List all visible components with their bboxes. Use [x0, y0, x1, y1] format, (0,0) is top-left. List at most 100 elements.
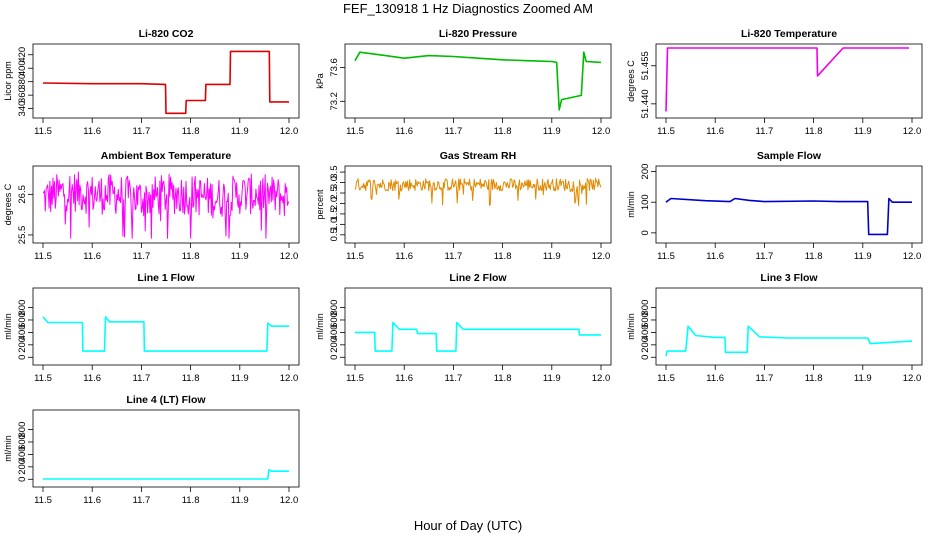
- x-tick-label: 11.9: [854, 251, 872, 262]
- y-tick-label: 800: [17, 300, 28, 316]
- x-tick-label: 11.7: [445, 251, 463, 262]
- x-tick-label: 12.0: [592, 126, 611, 137]
- series-line: [43, 469, 289, 480]
- x-tick-label: 11.8: [182, 373, 200, 384]
- panel-6: Sample Flow 11.5 11.6 11.7 11.8 11.9 12.0 0 100 2…: [626, 150, 923, 262]
- x-tick-label: 11.5: [34, 495, 52, 506]
- y-axis-label: ml/min: [3, 313, 13, 340]
- x-tick-label: 12.0: [903, 251, 922, 262]
- y-tick-label: 600: [329, 312, 340, 328]
- x-tick-label: 11.5: [657, 126, 675, 137]
- panel-1: Li-820 CO2 11.5 11.6 11.7 11.8 11.9 12.0 340360…: [3, 28, 300, 137]
- plot-frame: [344, 165, 612, 244]
- y-tick-label: 73.2: [329, 92, 340, 111]
- y-axis-label: degrees C: [3, 183, 13, 225]
- series-line: [355, 321, 601, 352]
- x-tick-label: 11.6: [706, 373, 724, 384]
- panel-title: Li-820 Temperature: [741, 28, 837, 40]
- x-tick-label: 11.5: [346, 126, 364, 137]
- panel-5: Gas Stream RH 11.5 11.6 11.7 11.8 11.9 12.0 0.5…: [315, 150, 612, 262]
- y-tick-label: 600: [17, 312, 28, 328]
- y-axis-label: Licor ppm: [3, 61, 13, 101]
- x-tick-label: 12.0: [592, 251, 611, 262]
- x-tick-label: 11.8: [182, 126, 200, 137]
- x-tick-label: 11.9: [854, 126, 872, 137]
- x-tick-label: 11.7: [445, 126, 463, 137]
- x-tick-label: 12.0: [280, 373, 299, 384]
- plot-frame: [655, 165, 923, 244]
- y-tick-label: 25.5: [17, 226, 28, 245]
- panel-10: Line 4 (LT) Flow 11.5 11.6 11.7 11.8 11.9 12.0…: [3, 394, 300, 506]
- series-line: [42, 50, 289, 115]
- plot-frame: [32, 409, 300, 488]
- y-tick-label: 100: [640, 194, 651, 210]
- x-tick-label: 12.0: [592, 373, 611, 384]
- x-tick-label: 11.9: [231, 251, 249, 262]
- y-tick-label: 200: [640, 164, 651, 180]
- y-tick-label: 3.0: [329, 176, 340, 189]
- y-tick-label: 1.5: [329, 207, 340, 220]
- plot-frame: [344, 43, 612, 119]
- panel-title: Line 4 (LT) Flow: [126, 394, 206, 406]
- y-tick-label: 200: [640, 337, 651, 353]
- x-tick-label: 11.6: [83, 251, 101, 262]
- y-axis-label: kPa: [315, 73, 325, 89]
- x-tick-label: 11.7: [756, 373, 774, 384]
- panel-title: Line 2 Flow: [449, 272, 507, 284]
- y-tick-label: 200: [17, 337, 28, 353]
- x-tick-label: 12.0: [280, 495, 299, 506]
- x-tick-label: 11.5: [346, 251, 364, 262]
- y-tick-label: 800: [329, 300, 340, 316]
- x-tick-label: 11.5: [346, 373, 364, 384]
- y-tick-label: 800: [640, 300, 651, 316]
- x-tick-label: 11.8: [182, 495, 200, 506]
- y-tick-label: 2.0: [329, 197, 340, 210]
- x-tick-label: 11.5: [34, 126, 52, 137]
- series-line: [665, 47, 909, 112]
- y-tick-label: 420: [17, 47, 28, 63]
- x-tick-label: 11.6: [395, 251, 413, 262]
- series-line: [665, 325, 913, 357]
- x-tick-label: 11.8: [494, 251, 512, 262]
- x-tick-label: 11.6: [706, 126, 724, 137]
- x-tick-label: 11.9: [854, 373, 872, 384]
- y-axis-label: ml/min: [315, 313, 325, 340]
- y-tick-label: 73.6: [329, 58, 340, 77]
- figure-title: FEF_130918 1 Hz Diagnostics Zoomed AM: [342, 1, 593, 16]
- x-tick-label: 11.9: [231, 495, 249, 506]
- panel-title: Li-820 CO2: [139, 28, 194, 40]
- x-tick-label: 11.8: [494, 373, 512, 384]
- x-tick-label: 11.9: [543, 251, 561, 262]
- y-tick-label: 200: [329, 337, 340, 353]
- x-tick-label: 11.8: [182, 251, 200, 262]
- series-line: [42, 171, 290, 239]
- y-tick-label: 400: [17, 446, 28, 462]
- y-tick-label: 1.0: [329, 218, 340, 231]
- y-tick-label: 400: [640, 324, 651, 340]
- x-tick-label: 11.6: [83, 126, 101, 137]
- x-tick-label: 11.5: [657, 251, 675, 262]
- plot-frame: [655, 287, 923, 366]
- y-tick-label: 51.455: [640, 51, 651, 80]
- y-tick-label: 2.5: [329, 186, 340, 199]
- series-line: [354, 51, 602, 111]
- y-tick-label: 340: [17, 101, 28, 117]
- y-tick-label: 0: [17, 355, 28, 360]
- series-line: [665, 197, 912, 236]
- x-tick-label: 11.8: [805, 251, 823, 262]
- y-axis-label: degrees C: [626, 60, 636, 102]
- panel-2: Li-820 Pressure 11.5 11.6 11.7 11.8 11.9 12.0 7…: [315, 28, 612, 137]
- plot-frame: [32, 287, 300, 366]
- y-tick-label: 3.5: [329, 165, 340, 178]
- panel-title: Line 3 Flow: [760, 272, 818, 284]
- x-tick-label: 11.5: [657, 373, 675, 384]
- y-tick-label: 360: [17, 87, 28, 103]
- panel-title: Li-820 Pressure: [439, 28, 517, 40]
- panel-title: Line 1 Flow: [137, 272, 195, 284]
- y-tick-label: 400: [17, 324, 28, 340]
- x-tick-label: 11.6: [83, 495, 101, 506]
- x-tick-label: 11.6: [395, 373, 413, 384]
- x-tick-label: 12.0: [280, 251, 299, 262]
- x-tick-label: 11.6: [706, 251, 724, 262]
